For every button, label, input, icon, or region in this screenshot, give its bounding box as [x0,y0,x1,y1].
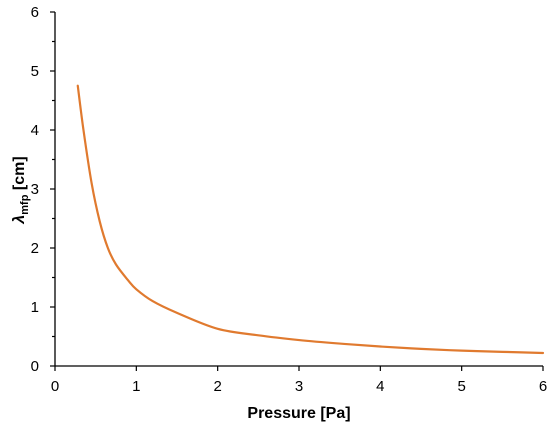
ticks: 0 1 2 3 4 5 6 0 1 2 3 4 5 6 [31,4,548,395]
x-tick-label: 4 [376,378,384,395]
x-tick-label: 2 [213,378,221,395]
axes [54,12,543,367]
x-tick-label: 0 [51,378,59,395]
y-tick-label: 2 [31,240,39,257]
y-tick-label: 6 [31,4,39,21]
y-tick-label: 3 [31,181,39,198]
y-tick-label: 0 [31,358,39,375]
x-tick-label: 3 [295,378,303,395]
y-tick-label: 5 [31,63,39,80]
y-tick-label: 1 [31,299,39,316]
y-axis-title-unit: [cm] [11,156,28,194]
y-tick-label: 4 [31,122,39,139]
x-tick-label: 6 [539,378,547,395]
series-layer [76,84,545,355]
y-axis-title-symbol: λ [11,215,28,225]
x-axis-title: Pressure [Pa] [247,405,350,422]
x-tick-label: 1 [132,378,140,395]
x-tick-label: 5 [457,378,465,395]
series-line-0 [76,84,545,355]
y-axis-title-subscript: mfp [19,194,31,214]
y-axis-title: λmfp [cm] [11,156,31,224]
